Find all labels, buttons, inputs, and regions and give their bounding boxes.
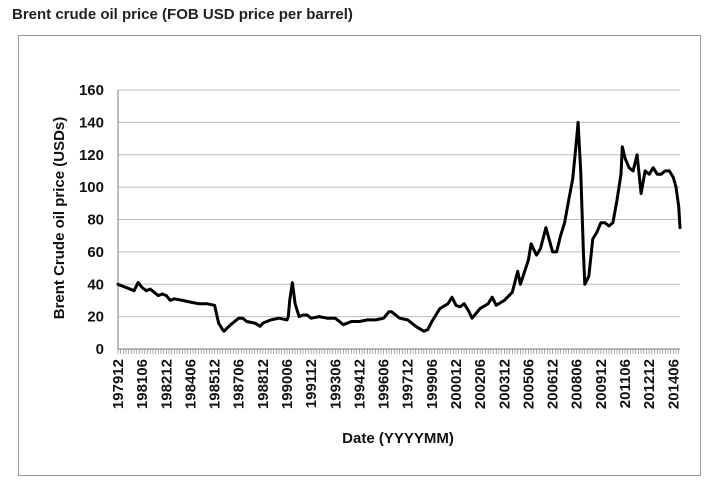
y-tick-label: 60 <box>87 244 104 261</box>
x-tick-label: 199712 <box>400 359 417 409</box>
y-tick-label: 160 <box>79 82 104 99</box>
x-tick-label: 200312 <box>496 359 513 409</box>
y-tick-label: 80 <box>87 212 104 229</box>
x-tick-label: 198512 <box>207 359 224 409</box>
x-tick-label: 198106 <box>134 359 151 409</box>
x-tick-label: 200912 <box>593 359 610 409</box>
x-tick-label: 201106 <box>617 359 634 408</box>
x-tick-label: 200206 <box>472 359 489 409</box>
y-tick-label: 100 <box>79 179 104 196</box>
x-tick-label: 199412 <box>351 359 368 409</box>
x-tick-label: 200806 <box>569 359 586 409</box>
y-tick-label: 120 <box>79 147 104 164</box>
x-tick-label: 198812 <box>255 359 272 409</box>
x-tick-label: 198706 <box>231 359 248 409</box>
x-tick-label: 197912 <box>110 359 127 409</box>
x-tick-label: 199006 <box>279 359 296 409</box>
x-tick-label: 198212 <box>158 359 175 409</box>
x-tick-label: 199906 <box>424 359 441 409</box>
x-tick-label: 198406 <box>182 359 199 409</box>
y-tick-label: 20 <box>87 309 104 326</box>
x-tick-label: 200012 <box>448 359 465 409</box>
x-tick-label: 199606 <box>376 359 393 409</box>
x-tick-label: 201212 <box>641 359 658 409</box>
x-tick-label: 201406 <box>665 359 682 409</box>
chart-frame <box>18 35 701 476</box>
x-tick-labels: 197912 198106 198212 198406 198512 198706 1988… <box>110 359 682 409</box>
x-tick-label: 199306 <box>327 359 344 409</box>
y-tick-label: 0 <box>96 341 104 358</box>
y-axis-title: Brent Crude oil price (USDs) <box>51 117 68 320</box>
axis-layer <box>117 90 680 354</box>
series-layer <box>116 120 682 333</box>
y-tick-label: 140 <box>79 114 104 131</box>
x-tick-label: 199112 <box>303 359 320 408</box>
y-tick-label: 40 <box>87 276 104 293</box>
y-tick-labels: 0 20 40 60 80 100 120 140 160 <box>79 82 104 358</box>
x-axis-title: Date (YYYYMM) <box>342 430 454 447</box>
x-tick-label: 200612 <box>545 359 562 409</box>
page-title: Brent crude oil price (FOB USD price per… <box>12 6 353 23</box>
x-tick-label: 200506 <box>520 359 537 409</box>
grid-layer <box>118 89 680 318</box>
price-series-line <box>116 120 682 333</box>
